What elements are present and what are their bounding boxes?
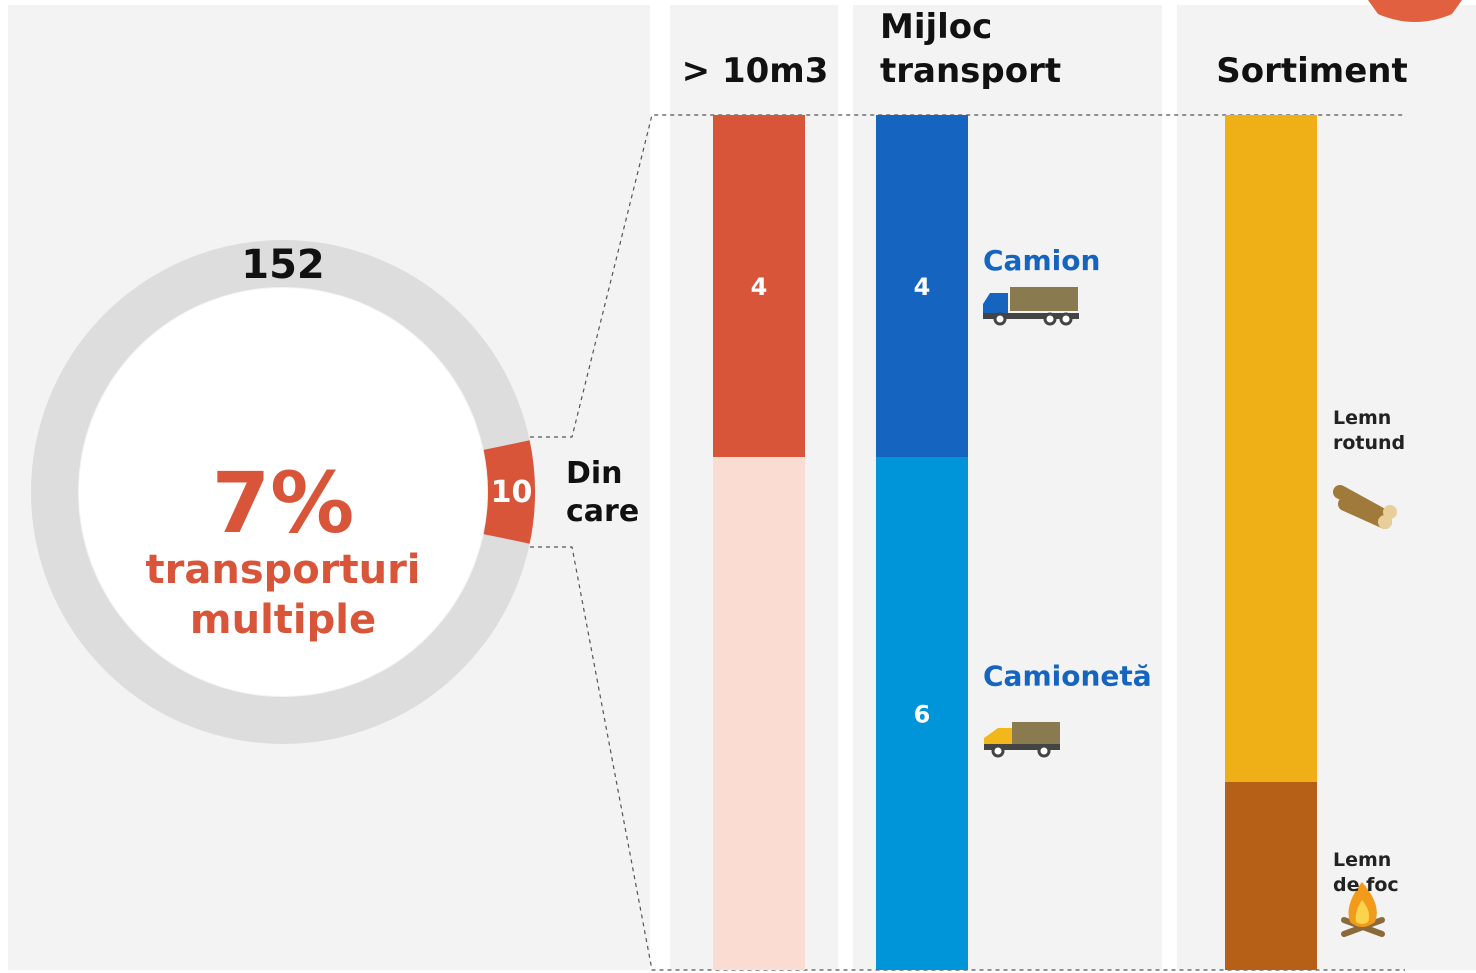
center-subtitle: transporturi multiple bbox=[146, 547, 421, 643]
column-title: Mijloc transport bbox=[880, 7, 1061, 91]
bar-segment bbox=[876, 115, 968, 457]
legend-label: Lemn de foc bbox=[1333, 849, 1399, 896]
camion-icon bbox=[983, 287, 1079, 326]
bar-segment bbox=[1225, 115, 1317, 782]
badge bbox=[1368, 0, 1462, 22]
panel bbox=[1177, 5, 1476, 970]
connector bbox=[530, 114, 1405, 971]
center-value: 7% bbox=[212, 454, 355, 552]
bar-segment bbox=[713, 115, 805, 457]
side-label: Din care bbox=[566, 456, 639, 529]
fire-icon bbox=[1341, 882, 1385, 937]
total-label: 152 bbox=[241, 242, 325, 288]
legend-label: Camion bbox=[983, 244, 1100, 277]
bar-segment bbox=[876, 457, 968, 970]
donut-hole bbox=[79, 288, 487, 696]
log-icon bbox=[1333, 485, 1397, 529]
value-label: 6 bbox=[914, 701, 931, 729]
donut-segment bbox=[483, 440, 535, 544]
column-title: > 10m3 bbox=[682, 51, 829, 91]
segment-label: 10 bbox=[491, 475, 533, 510]
value-label: 4 bbox=[751, 273, 768, 301]
bar-segment bbox=[1225, 781, 1317, 970]
value-label: 4 bbox=[914, 273, 931, 301]
legend-label: Lemn rotund bbox=[1333, 407, 1405, 454]
column-title: Sortiment bbox=[1216, 51, 1407, 91]
bar-segment bbox=[713, 457, 805, 970]
legend-label: Camionetă bbox=[983, 660, 1152, 693]
camioneta-icon bbox=[984, 722, 1060, 758]
